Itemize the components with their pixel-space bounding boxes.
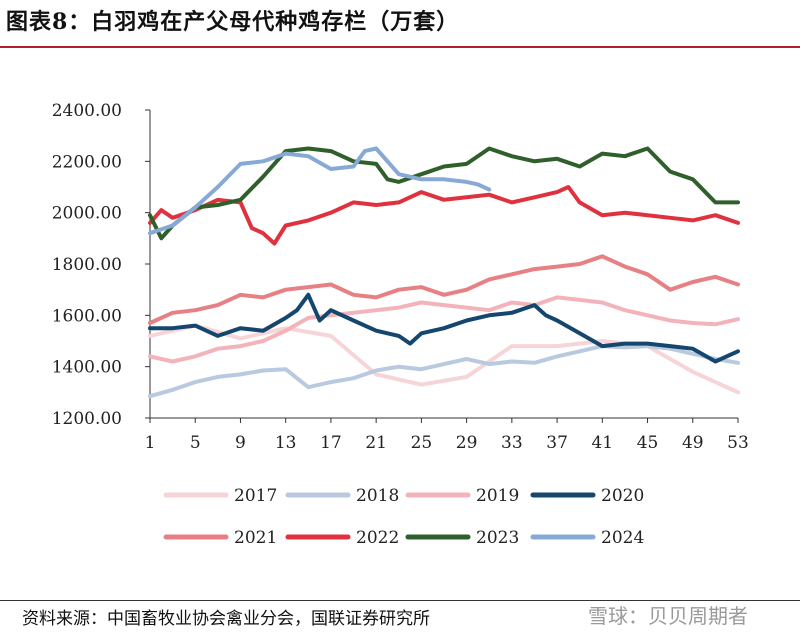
title-divider — [0, 46, 800, 48]
series-line-2019 — [148, 295, 740, 364]
x-tick-label: 21 — [365, 433, 387, 453]
series-line-2023 — [148, 146, 740, 241]
y-tick-label: 2000.00 — [52, 204, 122, 224]
x-tick-label: 37 — [546, 433, 568, 453]
legend-label-2019: 2019 — [476, 486, 519, 506]
x-tick-label: 53 — [727, 433, 749, 453]
x-tick-label: 29 — [456, 433, 478, 453]
x-tick-label: 1 — [145, 433, 156, 453]
source-note: 资料来源：中国畜牧业协会禽业分会，国联证券研究所 — [22, 609, 430, 629]
watermark: 雪球：贝贝周期者 — [588, 604, 748, 628]
y-tick-label: 1800.00 — [52, 255, 122, 275]
legend-label-2021: 2021 — [234, 528, 277, 548]
x-tick-label: 45 — [637, 433, 659, 453]
x-tick-label: 49 — [682, 433, 704, 453]
x-tick-label: 9 — [235, 433, 246, 453]
y-tick-label: 2200.00 — [52, 152, 122, 172]
x-tick-label: 41 — [591, 433, 613, 453]
figure-title: 图表8：白羽鸡在产父母代种鸡存栏（万套） — [6, 9, 460, 35]
legend-label-2024: 2024 — [601, 528, 644, 548]
y-tick-label: 2400.00 — [52, 101, 122, 121]
y-tick-label: 1400.00 — [52, 358, 122, 378]
series-line-2022 — [148, 185, 740, 246]
series-line-2024 — [148, 146, 492, 236]
series-line-2017 — [148, 323, 740, 395]
series-line-2021 — [148, 254, 740, 325]
legend-label-2023: 2023 — [476, 528, 519, 548]
x-tick-label: 5 — [190, 433, 201, 453]
footer-divider — [0, 600, 800, 601]
x-tick-label: 17 — [320, 433, 342, 453]
x-tick-label: 25 — [411, 433, 433, 453]
line-chart: 1200.00 1400.00 1600.00 1800.00 2000.00 2200.… — [52, 101, 749, 548]
y-tick-label: 1600.00 — [52, 306, 122, 326]
x-tick-label: 13 — [275, 433, 297, 453]
y-tick-label: 1200.00 — [52, 409, 122, 429]
legend-label-2018: 2018 — [356, 486, 399, 506]
series-line-2018 — [148, 344, 740, 399]
series-line-2020 — [148, 292, 740, 364]
legend-label-2020: 2020 — [601, 486, 644, 506]
legend-label-2017: 2017 — [234, 486, 277, 506]
x-tick-label: 33 — [501, 433, 523, 453]
legend-label-2022: 2022 — [356, 528, 399, 548]
